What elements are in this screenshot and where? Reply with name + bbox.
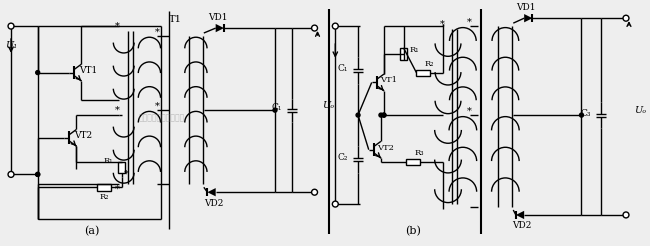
Text: C₁: C₁ xyxy=(338,64,348,73)
Text: C₃: C₃ xyxy=(581,109,592,118)
Polygon shape xyxy=(524,14,532,22)
Circle shape xyxy=(332,23,338,29)
Circle shape xyxy=(311,189,317,195)
Text: Uₒ: Uₒ xyxy=(322,101,335,110)
Text: VT1: VT1 xyxy=(79,66,98,75)
Text: R₁: R₁ xyxy=(103,156,113,165)
Bar xyxy=(97,184,111,191)
Text: VD1: VD1 xyxy=(516,3,536,12)
Text: R₁: R₁ xyxy=(410,46,419,54)
Text: (b): (b) xyxy=(406,226,421,236)
Text: VT1: VT1 xyxy=(380,77,396,84)
Circle shape xyxy=(36,172,40,176)
Text: C₂: C₂ xyxy=(337,153,348,162)
Text: *: * xyxy=(467,107,472,116)
Bar xyxy=(417,70,430,76)
Circle shape xyxy=(623,15,629,21)
Polygon shape xyxy=(516,211,524,219)
Text: Uₒ: Uₒ xyxy=(634,106,646,115)
Text: *: * xyxy=(115,185,120,194)
Text: R₂: R₂ xyxy=(99,193,109,201)
Text: U₁: U₁ xyxy=(5,41,17,50)
Text: *: * xyxy=(155,28,160,37)
Circle shape xyxy=(36,172,40,176)
Bar xyxy=(118,162,125,173)
Circle shape xyxy=(623,212,629,218)
Text: *: * xyxy=(467,18,472,27)
Circle shape xyxy=(36,71,40,75)
Circle shape xyxy=(8,23,14,29)
Circle shape xyxy=(8,171,14,177)
Text: R₃: R₃ xyxy=(415,149,424,157)
Circle shape xyxy=(332,201,338,207)
Circle shape xyxy=(382,113,386,117)
Text: *: * xyxy=(115,22,120,31)
Text: VD2: VD2 xyxy=(204,199,224,208)
Circle shape xyxy=(356,113,360,117)
Text: VT2: VT2 xyxy=(74,131,92,140)
Text: R₂: R₂ xyxy=(424,60,434,68)
Text: *: * xyxy=(124,170,129,179)
Text: T1: T1 xyxy=(169,15,182,24)
Circle shape xyxy=(382,113,386,117)
Circle shape xyxy=(273,108,277,112)
Text: VT2: VT2 xyxy=(377,144,394,152)
Text: C₁: C₁ xyxy=(272,103,282,112)
Bar xyxy=(400,48,407,60)
Text: (a): (a) xyxy=(84,226,99,236)
Text: VD1: VD1 xyxy=(208,13,227,22)
Circle shape xyxy=(580,113,584,117)
Circle shape xyxy=(311,25,317,31)
Bar xyxy=(406,159,421,165)
Text: *: * xyxy=(155,102,160,111)
Circle shape xyxy=(379,113,383,117)
Text: VD2: VD2 xyxy=(512,221,532,230)
Polygon shape xyxy=(216,24,224,32)
Text: *: * xyxy=(439,20,445,29)
Polygon shape xyxy=(207,188,216,196)
Text: *: * xyxy=(115,106,120,115)
Text: 杭州特普科技有限公司: 杭州特普科技有限公司 xyxy=(138,114,185,123)
